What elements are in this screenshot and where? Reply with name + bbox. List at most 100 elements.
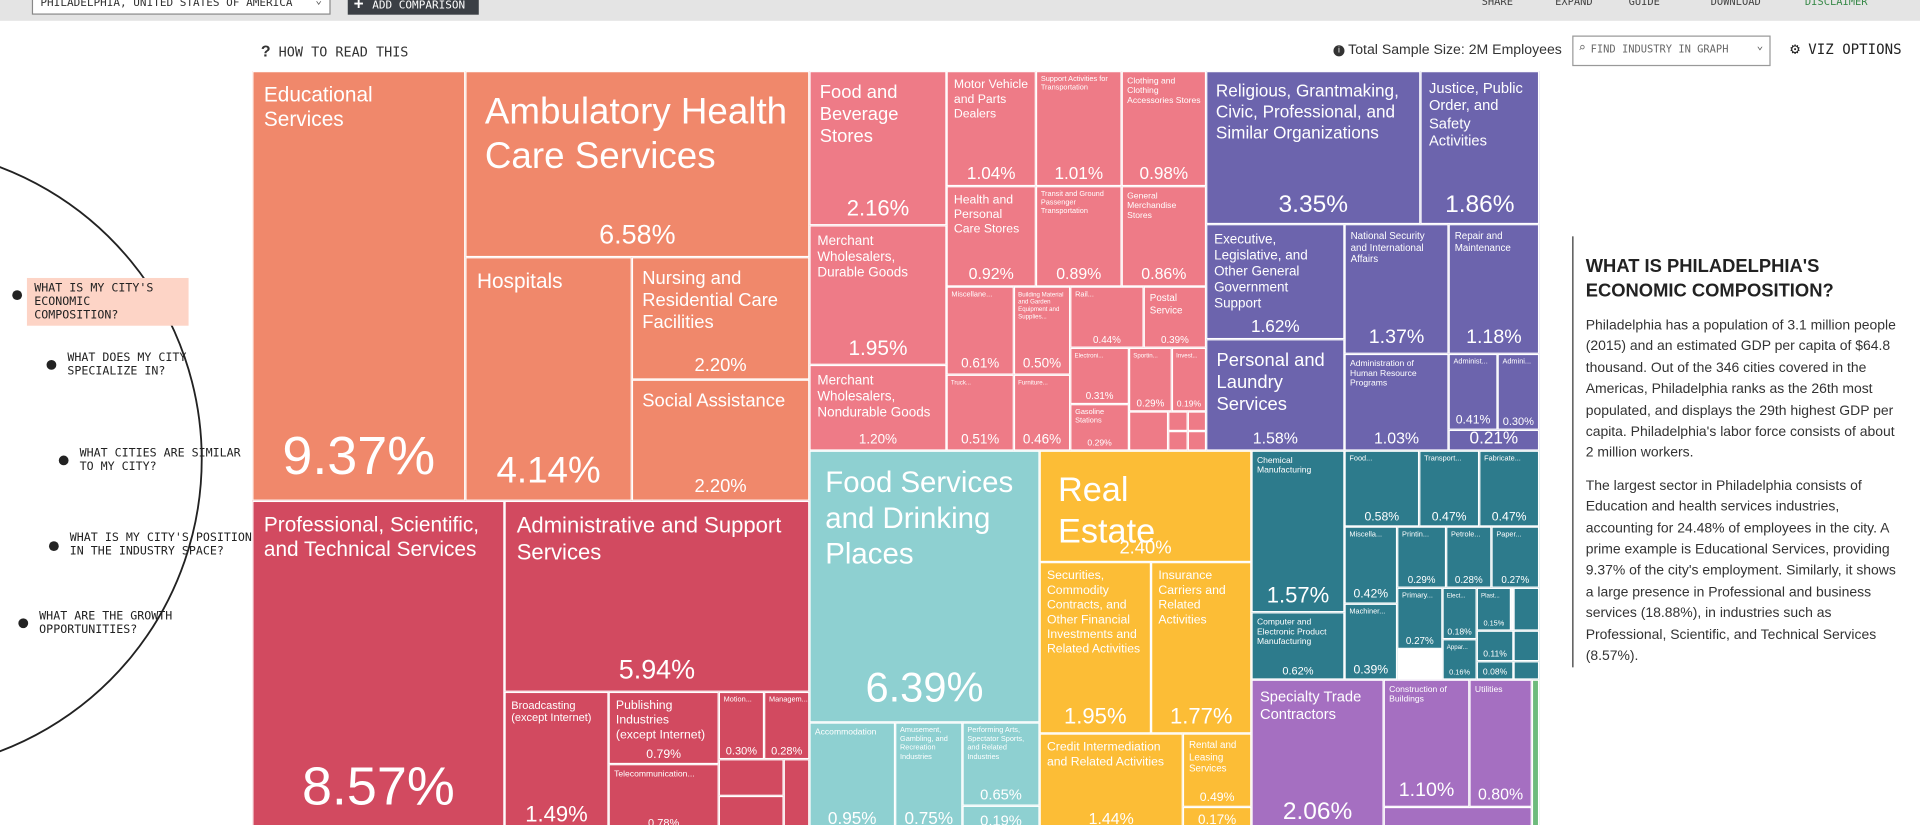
treemap-tile[interactable]: Primary... 0.27%: [1397, 587, 1443, 649]
header-action[interactable]: GUIDE: [1628, 0, 1660, 9]
nav-item[interactable]: WHAT IS MY CITY'S ECONOMIC COMPOSITION?: [26, 277, 189, 326]
search-icon: ⌕: [1578, 41, 1586, 56]
treemap-tile[interactable]: National Security and International Affa…: [1344, 224, 1449, 354]
treemap-tile[interactable]: Merchant Wholesalers, Nondurable Goods 1.…: [809, 364, 947, 451]
treemap-tile[interactable]: Broadcasting (except Internet) 1.49%: [504, 691, 609, 825]
header-action[interactable]: DOWNLOAD: [1710, 0, 1761, 9]
treemap-tile[interactable]: Food Services and Drinking Places 6.39%: [809, 450, 1040, 723]
header-action[interactable]: SHARE: [1481, 0, 1513, 9]
treemap-tile[interactable]: Merchant Wholesalers, Durable Goods 1.95%: [809, 225, 947, 365]
treemap-tile[interactable]: Furniture... 0.46%: [1013, 374, 1071, 451]
treemap-tile[interactable]: Printin... 0.29%: [1397, 526, 1447, 588]
treemap-tile[interactable]: Chemical Manufacturing 1.57%: [1251, 450, 1345, 613]
treemap-tile[interactable]: Machiner... 0.39%: [1344, 603, 1398, 680]
tile-label: Motor Vehicle and Parts Dealers: [953, 78, 1029, 122]
treemap-tile[interactable]: Rail... 0.44%: [1070, 286, 1144, 348]
treemap-tile[interactable]: Social Assistance 2.20%: [631, 379, 810, 501]
treemap-tile[interactable]: Petrole... 0.28%: [1446, 526, 1492, 588]
treemap-tile[interactable]: Motion... 0.30%: [718, 691, 765, 760]
treemap-tile[interactable]: Gasoline Stations 0.29%: [1070, 404, 1129, 451]
treemap-tile[interactable]: Religious, Grantmaking, Civic, Professio…: [1206, 71, 1421, 225]
treemap-tile[interactable]: Specialty Trade Contractors 2.06%: [1251, 679, 1384, 825]
treemap-tile[interactable]: Building Material and Garden Equipment a…: [1013, 286, 1071, 375]
treemap-tile[interactable]: Administrative and Support Services 5.94%: [504, 500, 810, 692]
tile-value: 1.10%: [1398, 780, 1455, 802]
how-to-read[interactable]: ? HOW TO READ THIS: [261, 42, 409, 60]
treemap-tile[interactable]: General Merchandise Stores 0.86%: [1121, 186, 1207, 287]
treemap-tile[interactable]: Performing Arts, Spectator Sports, and R…: [962, 722, 1040, 806]
add-comparison-button[interactable]: + ADD COMPARISON: [347, 0, 479, 15]
treemap-tile[interactable]: Executive, Legislative, and Other Genera…: [1206, 224, 1345, 340]
treemap-tile[interactable]: Ambulatory Health Care Services 6.58%: [465, 71, 810, 258]
tile-value: 1.95%: [848, 336, 908, 361]
treemap-tile[interactable]: Administ... 0.41%: [1448, 353, 1498, 430]
treemap-tile[interactable]: Credit Intermediation and Related Activi…: [1039, 733, 1183, 825]
header-action[interactable]: DISCLAIMER: [1804, 0, 1868, 9]
search-box[interactable]: ⌕ FIND INDUSTRY IN GRAPH ⌄: [1572, 35, 1771, 67]
tile-label: Publishing Industries (except Internet): [615, 699, 706, 743]
treemap-tile[interactable]: Rental and Leasing Services 0.49%: [1182, 733, 1252, 807]
treemap-tile[interactable]: Elect... 0.18%: [1442, 587, 1477, 640]
nav-item[interactable]: WHAT ARE THE GROWTH OPPORTUNITIES?: [39, 609, 173, 637]
treemap-tile[interactable]: Postal Service 0.39%: [1143, 286, 1207, 348]
treemap-tile[interactable]: Food and Beverage Stores 2.16%: [809, 71, 947, 226]
treemap-tile[interactable]: Educational Services 9.37%: [252, 71, 466, 501]
treemap-tile[interactable]: Plast... 0.15%: [1476, 587, 1512, 631]
nav-item[interactable]: WHAT DOES MY CITY SPECIALIZE IN?: [67, 351, 187, 379]
treemap-tile[interactable]: Amusement, Gambling, and Recreation Indu…: [895, 722, 963, 825]
tile-value: 0.80%: [1478, 785, 1524, 804]
treemap-tile[interactable]: Repair and Maintenance 1.18%: [1448, 224, 1540, 354]
tile-label: Amusement, Gambling, and Recreation Indu…: [900, 727, 948, 762]
treemap-tile[interactable]: 0.21%: [1448, 429, 1540, 451]
treemap-tile[interactable]: Transit and Ground Passenger Transportat…: [1035, 186, 1122, 287]
treemap-tile[interactable]: Transport... 0.47%: [1419, 450, 1480, 527]
treemap-tile[interactable]: Justice, Public Order, and Safety Activi…: [1420, 71, 1540, 225]
treemap-tile[interactable]: Publishing Industries (except Internet) 0…: [608, 691, 719, 765]
city-select[interactable]: PHILADELPHIA, UNITED STATES OF AMERICA ⌄: [31, 0, 331, 15]
treemap-tile[interactable]: Personal and Laundry Services 1.58%: [1206, 339, 1345, 451]
tile-value: 0.18%: [1447, 628, 1472, 637]
treemap-tile[interactable]: Food... 0.58%: [1344, 450, 1420, 527]
treemap-tile[interactable]: Sportin... 0.29%: [1128, 347, 1172, 412]
treemap-tile[interactable]: Fabricate... 0.47%: [1479, 450, 1540, 527]
treemap-tile[interactable]: Paper... 0.27%: [1491, 526, 1540, 588]
treemap-tile[interactable]: Securities, Commodity Contracts, and Oth…: [1039, 562, 1152, 734]
treemap-tile[interactable]: Miscellane... 0.61%: [946, 286, 1014, 375]
treemap-tile[interactable]: Motor Vehicle and Parts Dealers 1.04%: [946, 71, 1036, 187]
treemap-tile[interactable]: Administration of Human Resource Program…: [1344, 353, 1449, 451]
treemap-tile[interactable]: Telecommunication... 0.78%: [608, 764, 719, 825]
tile-label: Electroni...: [1074, 352, 1104, 360]
treemap-tile[interactable]: Appar... 0.16%: [1442, 639, 1477, 680]
header-action[interactable]: EXPAND: [1555, 0, 1593, 9]
treemap-tile[interactable]: Truck... 0.51%: [946, 374, 1014, 451]
treemap-tile[interactable]: Clothing and Clothing Accessories Stores…: [1121, 71, 1207, 187]
treemap-tile[interactable]: Managem... 0.28%: [764, 691, 810, 760]
treemap-tile[interactable]: Construction of Buildings 1.10%: [1383, 679, 1470, 807]
treemap-tile[interactable]: 0.17%: [1182, 806, 1252, 825]
tile-label: Machiner...: [1349, 608, 1386, 616]
treemap-tile[interactable]: Accommodation 0.95%: [809, 722, 896, 825]
tile-value: 0.28%: [771, 744, 803, 757]
treemap-tile[interactable]: Miscella... 0.42%: [1344, 526, 1398, 604]
treemap-tile[interactable]: Admini... 0.30%: [1497, 353, 1540, 430]
viz-options[interactable]: ⚙ VIZ OPTIONS: [1790, 40, 1901, 58]
treemap-tile[interactable]: Support Activities for Transportation 1.0…: [1035, 71, 1122, 187]
treemap-tile[interactable]: Real Estate 2.40%: [1039, 450, 1252, 563]
treemap-tile[interactable]: Computer and Electronic Product Manufact…: [1251, 612, 1345, 680]
treemap-tile[interactable]: 0.19%: [962, 805, 1040, 825]
tile-value: 0.58%: [1364, 510, 1400, 524]
tile-value: 1.86%: [1445, 191, 1515, 218]
tile-label: National Security and International Affa…: [1350, 230, 1425, 265]
treemap-tile[interactable]: Insurance Carriers and Related Activitie…: [1151, 562, 1252, 734]
treemap-tile[interactable]: Utilities 0.80%: [1469, 679, 1532, 807]
treemap-tile[interactable]: 0.11%: [1476, 630, 1514, 662]
nav-item[interactable]: WHAT IS MY CITY'S POSITION IN THE INDUST…: [69, 531, 252, 559]
treemap-tile[interactable]: 0.08%: [1476, 661, 1514, 680]
treemap-tile[interactable]: Hospitals 4.14%: [465, 257, 632, 501]
treemap-tile[interactable]: Nursing and Residential Care Facilities 2…: [631, 257, 810, 380]
treemap-tile[interactable]: Professional, Scientific, and Technical …: [252, 500, 505, 825]
nav-item[interactable]: WHAT CITIES ARE SIMILAR TO MY CITY?: [79, 446, 241, 474]
treemap-tile[interactable]: Health and Personal Care Stores 0.92%: [946, 186, 1036, 287]
treemap-tile[interactable]: Electroni... 0.31%: [1070, 347, 1129, 405]
treemap-tile[interactable]: Invest... 0.19%: [1171, 347, 1207, 412]
